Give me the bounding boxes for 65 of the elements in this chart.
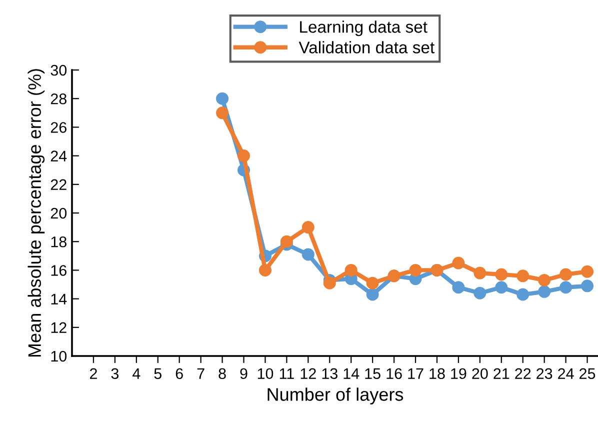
- point: [238, 150, 250, 162]
- y-tick-label: 10: [51, 350, 67, 362]
- point: [452, 256, 465, 270]
- x-tick-label: 18: [430, 368, 445, 380]
- point: [516, 270, 530, 282]
- x-axis-title: Number of layers: [268, 388, 404, 404]
- x-tick-label: 4: [132, 368, 140, 379]
- x-tick-label: 22: [515, 368, 531, 379]
- x-tick-label: 11: [280, 368, 294, 379]
- x-tick-label: 21: [494, 368, 510, 379]
- point: [366, 288, 379, 301]
- x-tick-label: 5: [154, 368, 162, 380]
- point: [516, 288, 530, 301]
- point: [302, 221, 314, 234]
- point: [495, 281, 508, 294]
- point: [474, 266, 486, 280]
- y-tick-label: 14: [51, 294, 67, 304]
- point: [258, 264, 272, 276]
- point: [216, 106, 229, 120]
- legend-label: Validation data set: [298, 41, 434, 54]
- point: [560, 281, 572, 294]
- y-tick-label: 22: [50, 179, 66, 190]
- point: [344, 264, 358, 276]
- point: [323, 276, 336, 290]
- point: [581, 280, 594, 292]
- point: [216, 92, 229, 105]
- point: [366, 276, 379, 290]
- x-tick-label: 14: [344, 368, 360, 379]
- x-tick-label: 9: [240, 368, 248, 380]
- x-tick-label: 7: [197, 368, 204, 379]
- x-tick-label: 13: [322, 368, 338, 380]
- point: [560, 268, 572, 281]
- x-tick-label: 6: [176, 368, 183, 380]
- y-tick-label: 18: [51, 236, 66, 248]
- y-tick-label: 16: [51, 265, 66, 276]
- point: [302, 248, 314, 261]
- x-tick-label: 17: [408, 368, 424, 379]
- point: [495, 268, 508, 281]
- x-tick-label: 20: [472, 368, 488, 380]
- y-tick-label: 20: [50, 208, 67, 219]
- y-tick-label: 26: [50, 122, 66, 133]
- y-axis-title: Mean absolute percentage error (%): [28, 69, 45, 357]
- x-tick-label: 19: [451, 368, 466, 380]
- y-tick-label: 30: [50, 64, 67, 76]
- point: [581, 265, 594, 278]
- point: [538, 274, 551, 286]
- point: [409, 264, 422, 276]
- point: [452, 281, 465, 294]
- point: [474, 286, 486, 300]
- x-tick-label: 10: [258, 368, 274, 380]
- y-tick-label: 12: [51, 322, 66, 333]
- x-tick-label: 23: [536, 368, 552, 380]
- x-tick-label: 3: [111, 368, 119, 380]
- point: [538, 285, 551, 298]
- y-tick-label: 28: [50, 93, 66, 104]
- y-tick-label: 24: [50, 150, 67, 162]
- x-tick-label: 8: [218, 368, 226, 380]
- x-tick-label: 24: [558, 368, 574, 379]
- x-tick-label: 12: [300, 368, 316, 379]
- x-tick-label: 25: [580, 368, 596, 380]
- point: [280, 235, 293, 248]
- legend-label: Learning data set: [300, 20, 428, 36]
- x-tick-label: 16: [386, 368, 402, 380]
- x-tick-label: 15: [365, 368, 380, 380]
- x-tick-label: 2: [90, 368, 97, 379]
